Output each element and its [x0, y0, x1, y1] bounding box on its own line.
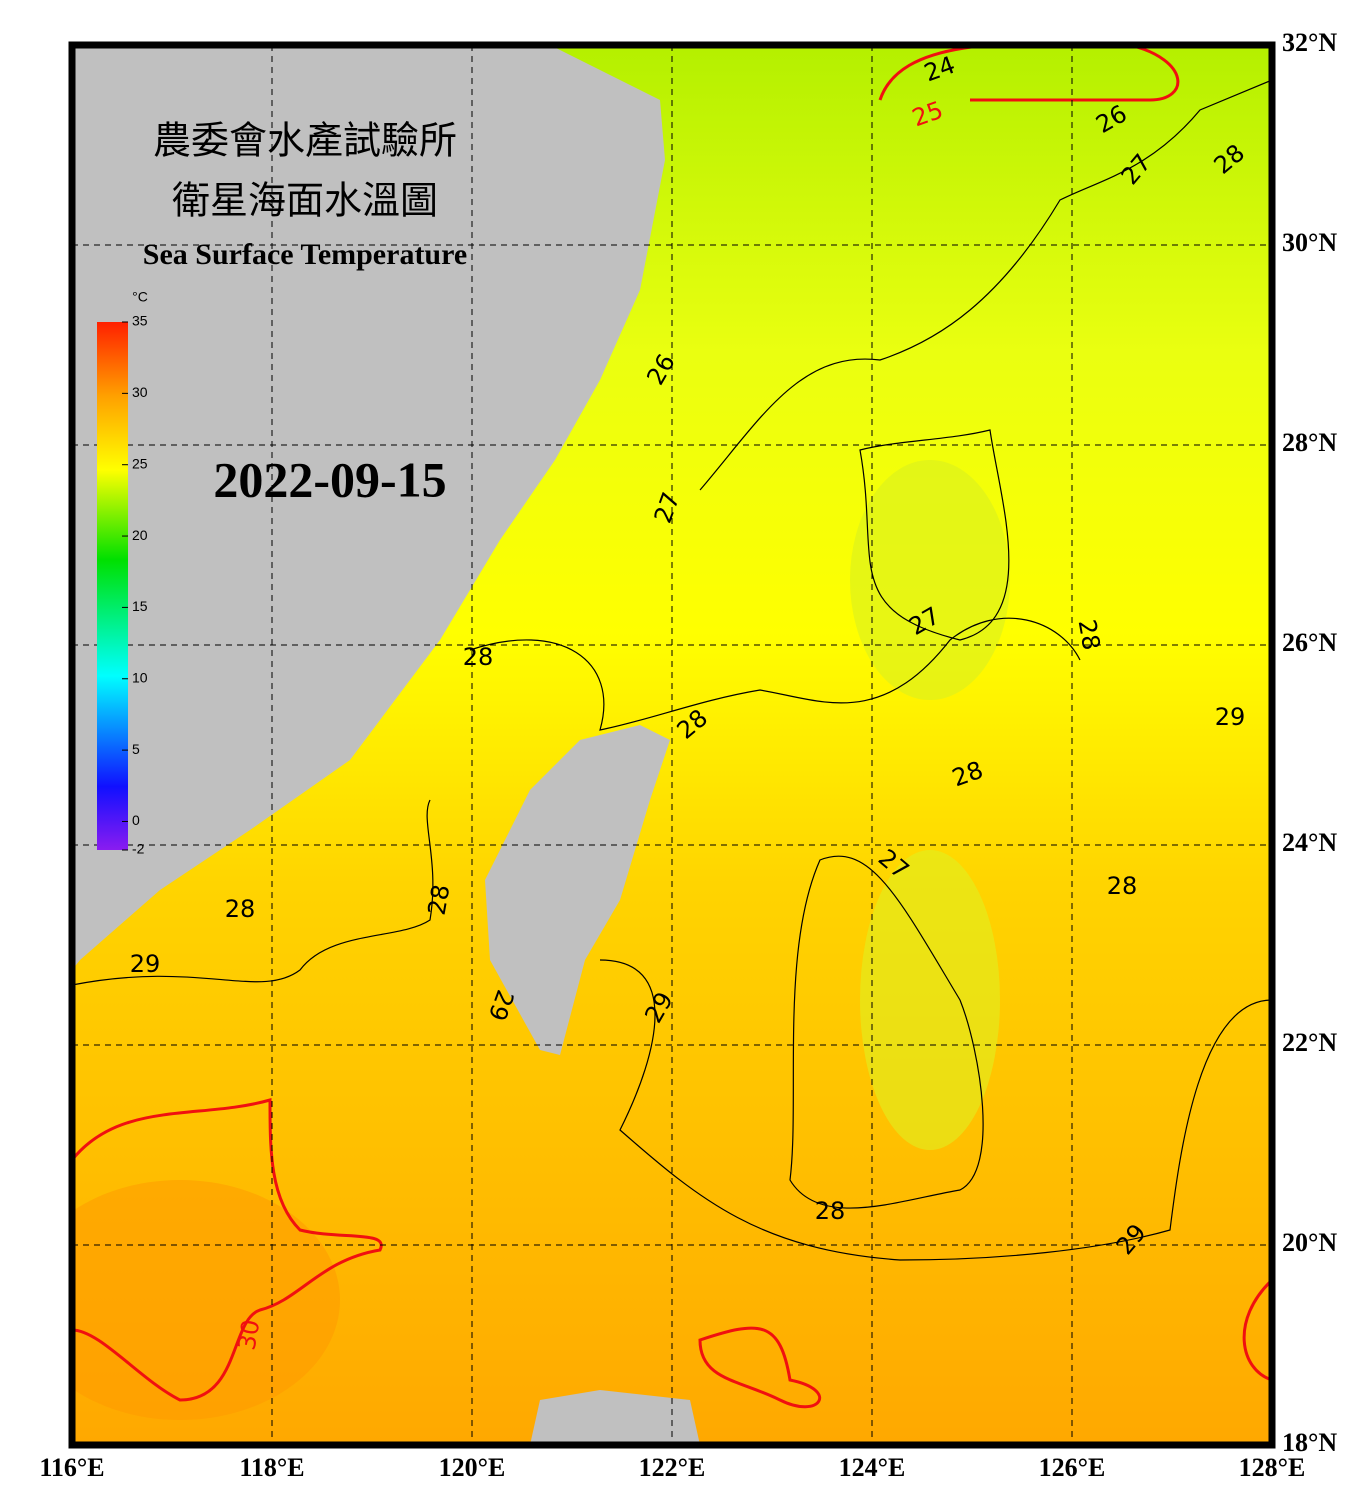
- isotherm-30: [72, 1098, 383, 1402]
- cool-patch: [850, 460, 1010, 700]
- colorbar-tick-label: 30: [132, 384, 148, 400]
- lat-label: 22°N: [1282, 1028, 1337, 1057]
- lon-label: 116°E: [39, 1453, 104, 1482]
- cool-patch: [860, 850, 1000, 1150]
- contour-label: 28: [423, 882, 456, 917]
- lon-label: 124°E: [839, 1453, 906, 1482]
- lon-label: 126°E: [1039, 1453, 1106, 1482]
- lat-label: 28°N: [1282, 428, 1337, 457]
- isotherm: [859, 429, 1010, 641]
- colorbar-tick-label: 35: [132, 313, 148, 329]
- isotherm-25: [878, 45, 1180, 102]
- luzon: [530, 1390, 700, 1445]
- colorbar-unit: °C: [132, 289, 148, 305]
- lat-label: 18°N: [1282, 1428, 1337, 1457]
- isotherm: [72, 799, 434, 986]
- isotherm: [789, 855, 984, 1209]
- contour-label: 28: [1107, 872, 1138, 900]
- isotherm-30: [698, 1326, 822, 1409]
- colorbar-tick-label: 10: [132, 669, 148, 685]
- colorbar-tick-label: 20: [132, 527, 148, 543]
- lon-label: 118°E: [239, 1453, 304, 1482]
- graticule: [72, 45, 1272, 1445]
- map-frame: [68, 41, 1276, 1449]
- isotherm: [699, 79, 1272, 491]
- lat-label: 20°N: [1282, 1228, 1337, 1257]
- contour-label: 28: [1073, 617, 1106, 652]
- mainland: [72, 45, 665, 970]
- colorbar-tick-label: 25: [132, 455, 148, 471]
- contour-label: 28: [815, 1197, 846, 1225]
- contour-label: 28: [225, 895, 256, 923]
- colorbar-tick-label: -2: [132, 841, 145, 857]
- lat-label: 32°N: [1282, 28, 1337, 57]
- contour-label: 30: [233, 1317, 266, 1352]
- lon-label: 122°E: [639, 1453, 706, 1482]
- isotherm: [599, 959, 1272, 1261]
- contour-label: 28: [463, 643, 494, 671]
- lat-label: 26°N: [1282, 628, 1337, 657]
- taiwan: [485, 725, 670, 1055]
- lon-label: 120°E: [439, 1453, 506, 1482]
- title-zh: 衛星海面水溫圖: [172, 181, 438, 223]
- colorbar-tick-label: 15: [132, 598, 148, 614]
- isotherm: [469, 617, 1081, 731]
- isotherm-30: [1242, 1278, 1272, 1382]
- contour-label: 29: [1215, 703, 1246, 731]
- colorbar: [97, 322, 128, 850]
- lat-label: 24°N: [1282, 828, 1337, 857]
- warm-patch: [72, 1180, 340, 1420]
- date: 2022-09-15: [213, 451, 446, 507]
- title-en: Sea Surface Temperature: [143, 238, 467, 271]
- lon-label: 128°E: [1239, 1453, 1306, 1482]
- colorbar-tick-label: 5: [132, 741, 140, 757]
- colorbar-tick-label: 0: [132, 812, 140, 828]
- contour-label: 29: [130, 950, 161, 978]
- title-zh: 農委會水產試驗所: [153, 121, 457, 163]
- lat-label: 30°N: [1282, 228, 1337, 257]
